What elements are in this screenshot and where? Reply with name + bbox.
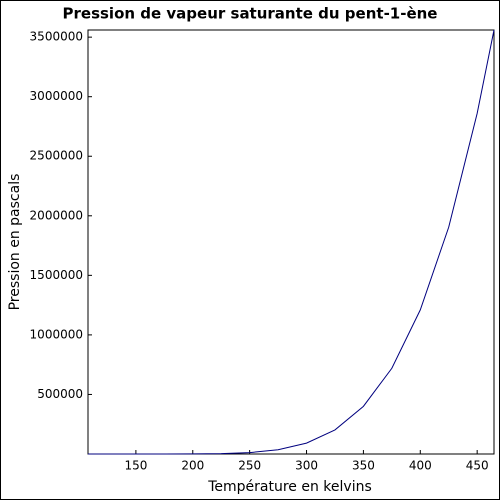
x-tick-label: 250 bbox=[238, 459, 261, 473]
y-tick-label: 3500000 bbox=[30, 30, 83, 44]
x-tick-label: 200 bbox=[181, 459, 204, 473]
data-line bbox=[88, 29, 495, 455]
y-tick-label: 2000000 bbox=[30, 208, 83, 222]
x-tick-label: 150 bbox=[124, 459, 147, 473]
y-tick-label: 1000000 bbox=[30, 327, 83, 341]
x-tick-label: 300 bbox=[295, 459, 318, 473]
y-tick-label: 1500000 bbox=[30, 268, 83, 282]
x-tick-label: 450 bbox=[466, 459, 489, 473]
plot-area bbox=[87, 29, 495, 455]
y-axis-label: Pression en pascals bbox=[7, 174, 23, 311]
x-axis-label: Température en kelvins bbox=[207, 479, 372, 495]
y-tick-label: 500000 bbox=[37, 387, 83, 401]
x-tick-label: 400 bbox=[409, 459, 432, 473]
y-tick-label: 3000000 bbox=[30, 89, 83, 103]
y-tick-label: 2500000 bbox=[30, 149, 83, 163]
chart-title: Pression de vapeur saturante du pent-1-è… bbox=[63, 5, 438, 23]
x-tick-label: 350 bbox=[352, 459, 375, 473]
